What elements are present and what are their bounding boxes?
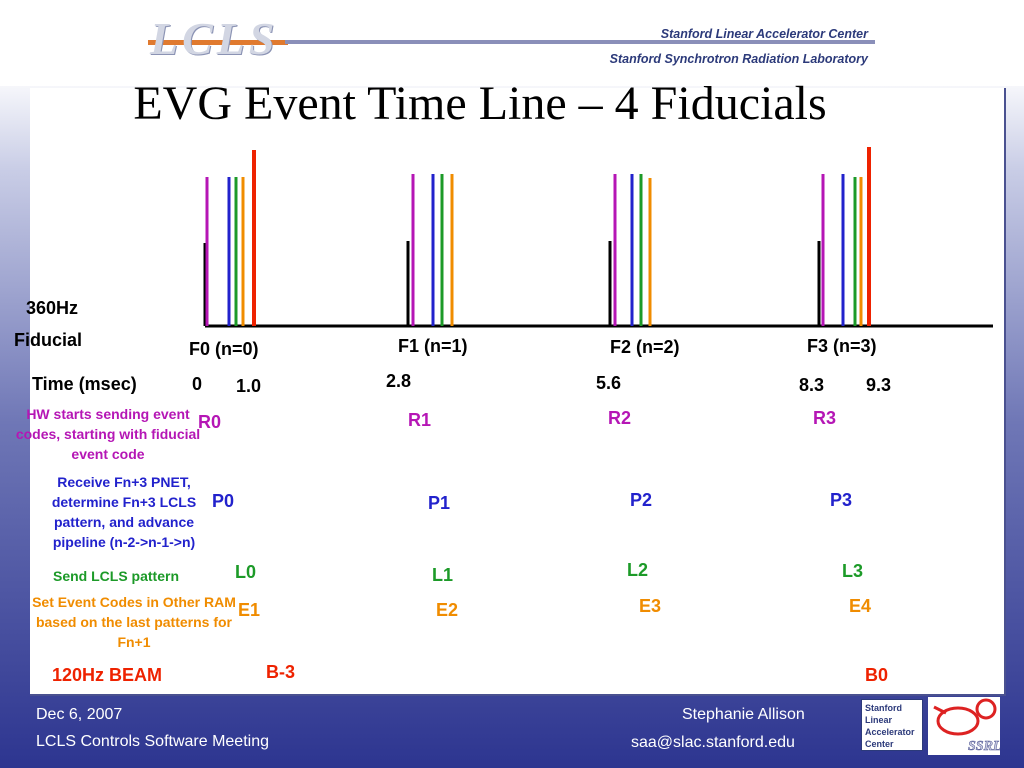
- slide-header: LCLS Stanford Linear Accelerator Center …: [0, 0, 1024, 86]
- time-value-f0-beam: 1.0: [236, 376, 262, 396]
- fiducial-label-f0: F0 (n=0): [189, 339, 259, 359]
- footer-author: Stephanie Allison: [682, 706, 805, 723]
- l-label-0: L0: [235, 562, 257, 582]
- beam-b-minus-3: B-3: [266, 662, 296, 682]
- l-label-1: L1: [432, 565, 454, 585]
- fiducial-group-f2: [608, 174, 652, 326]
- logo-accent-bar: [148, 40, 288, 45]
- fiducial-label-f3: F3 (n=3): [807, 336, 877, 356]
- fiducial-axis-label: Fiducial: [14, 330, 83, 350]
- desc-hw-start: HW starts sending event codes, starting …: [15, 406, 201, 462]
- beam-b-zero: B0: [865, 665, 889, 685]
- badge-line: Center: [865, 739, 894, 749]
- time-value-f3-beam: 9.3: [866, 375, 892, 395]
- fiducial-label-f2: F2 (n=2): [610, 337, 680, 357]
- r-label-3: R3: [813, 408, 837, 428]
- e-label-1: E1: [238, 600, 261, 620]
- badge-line: Stanford: [865, 703, 902, 713]
- fiducial-group-f3: [817, 147, 871, 326]
- e-label-4: E4: [849, 596, 872, 616]
- ssrl-logo: SSRL: [928, 697, 1000, 755]
- r-label-2: R2: [608, 408, 632, 428]
- lcls-logo: LCLS: [150, 13, 279, 64]
- time-value-f3: 8.3: [799, 375, 825, 395]
- footer-date: Dec 6, 2007: [36, 706, 123, 723]
- badge-line: Linear: [865, 715, 893, 725]
- fiducial-group-f0: [203, 150, 256, 326]
- fiducial-rate-label: 360Hz: [26, 298, 79, 318]
- header-rule: [285, 40, 875, 44]
- time-value-f0: 0: [192, 374, 203, 394]
- desc-send: Send LCLS pattern: [52, 568, 179, 584]
- footer-email: saa@slac.stanford.edu: [631, 734, 795, 751]
- slac-badge-logo: Stanford Linear Accelerator Center: [861, 699, 923, 751]
- p-label-2: P2: [630, 490, 653, 510]
- time-value-f1: 2.8: [386, 371, 412, 391]
- e-label-2: E2: [436, 600, 459, 620]
- p-label-0: P0: [212, 491, 235, 511]
- time-value-f2: 5.6: [596, 373, 622, 393]
- institution-ssrl: Stanford Synchrotron Radiation Laborator…: [609, 52, 868, 66]
- e-label-3: E3: [639, 596, 662, 616]
- institution-slac: Stanford Linear Accelerator Center: [660, 27, 868, 41]
- fiducial-label-f1: F1 (n=1): [398, 336, 468, 356]
- l-label-2: L2: [627, 560, 649, 580]
- slide-title: EVG Event Time Line – 4 Fiducials: [133, 77, 827, 130]
- p-label-1: P1: [428, 493, 451, 513]
- l-label-3: L3: [842, 561, 864, 581]
- beam-label: 120Hz BEAM: [52, 665, 163, 685]
- badge-line: Accelerator: [865, 727, 915, 737]
- r-label-0: R0: [198, 412, 222, 432]
- fiducial-group-f1: [406, 174, 454, 326]
- footer-meeting: LCLS Controls Software Meeting: [36, 733, 269, 750]
- desc-receive: Receive Fn+3 PNET, determine Fn+3 LCLS p…: [51, 474, 197, 550]
- desc-set-codes: Set Event Codes in Other RAM based on th…: [32, 594, 236, 650]
- time-axis-label: Time (msec): [32, 374, 137, 394]
- p-label-3: P3: [830, 490, 853, 510]
- r-label-1: R1: [408, 410, 432, 430]
- ssrl-text: SSRL: [968, 739, 1000, 754]
